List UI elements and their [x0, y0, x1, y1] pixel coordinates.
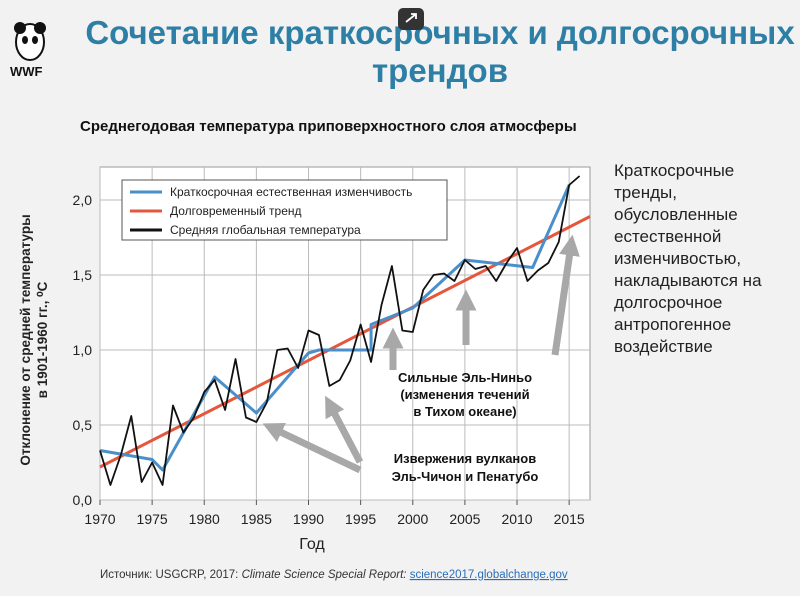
x-tick-label: 1990 — [293, 511, 324, 527]
series-line — [99, 175, 581, 486]
y-tick-label: 2,0 — [73, 192, 93, 208]
logo — [14, 22, 46, 61]
source-prefix: Источник: USGCRP, 2017: — [100, 569, 238, 581]
annotation: Извержения вулканов — [394, 451, 536, 466]
y-tick-label: 1,5 — [73, 267, 93, 283]
source-link[interactable]: science2017.globalchange.gov — [410, 569, 568, 581]
legend-label: Краткосрочная естественная изменчивость — [170, 185, 412, 199]
slide-title: Сочетание краткосрочных и долгосрочных т… — [85, 14, 795, 89]
annotation: Сильные Эль-Ниньо — [398, 370, 532, 385]
x-tick-label: 1995 — [345, 511, 376, 527]
x-axis-label: Год — [299, 536, 325, 553]
annotation: Эль-Чичон и Пенатубо — [392, 469, 539, 484]
y-tick-label: 0,0 — [73, 492, 93, 508]
x-tick-label: 2015 — [554, 511, 585, 527]
y-axis-label: в 1901-1960 гг., ⁰С — [35, 281, 50, 398]
x-tick-label: 1975 — [137, 511, 168, 527]
arrows — [262, 234, 580, 474]
source: Источник: USGCRP, 2017: Climate Science … — [100, 569, 568, 581]
series-line — [99, 215, 591, 469]
source-report: Climate Science Special Report: — [242, 569, 407, 581]
legend-label: Средняя глобальная температура — [170, 223, 361, 237]
share-glyph — [405, 13, 417, 23]
side-text: Краткосрочные тренды, обусловленные есте… — [614, 161, 762, 356]
x-tick-label: 1980 — [189, 511, 220, 527]
x-tick-label: 2005 — [449, 511, 480, 527]
y-tick-label: 0,5 — [73, 417, 93, 433]
y-axis-label: Отклонение от средней температуры — [18, 214, 33, 465]
annotation: в Тихом океане) — [413, 404, 516, 419]
x-tick-label: 2010 — [501, 511, 532, 527]
legend-label: Долговременный тренд — [170, 204, 302, 218]
x-tick-label: 2000 — [397, 511, 428, 527]
chart-title: Среднегодовая температура приповерхностн… — [80, 118, 577, 135]
y-tick-label: 1,0 — [73, 342, 93, 358]
legend — [121, 179, 448, 241]
x-tick-label: 1985 — [241, 511, 272, 527]
logo-text: WWF — [10, 64, 43, 79]
x-tick-label: 1970 — [84, 511, 115, 527]
annotation: (изменения течений — [400, 387, 529, 402]
